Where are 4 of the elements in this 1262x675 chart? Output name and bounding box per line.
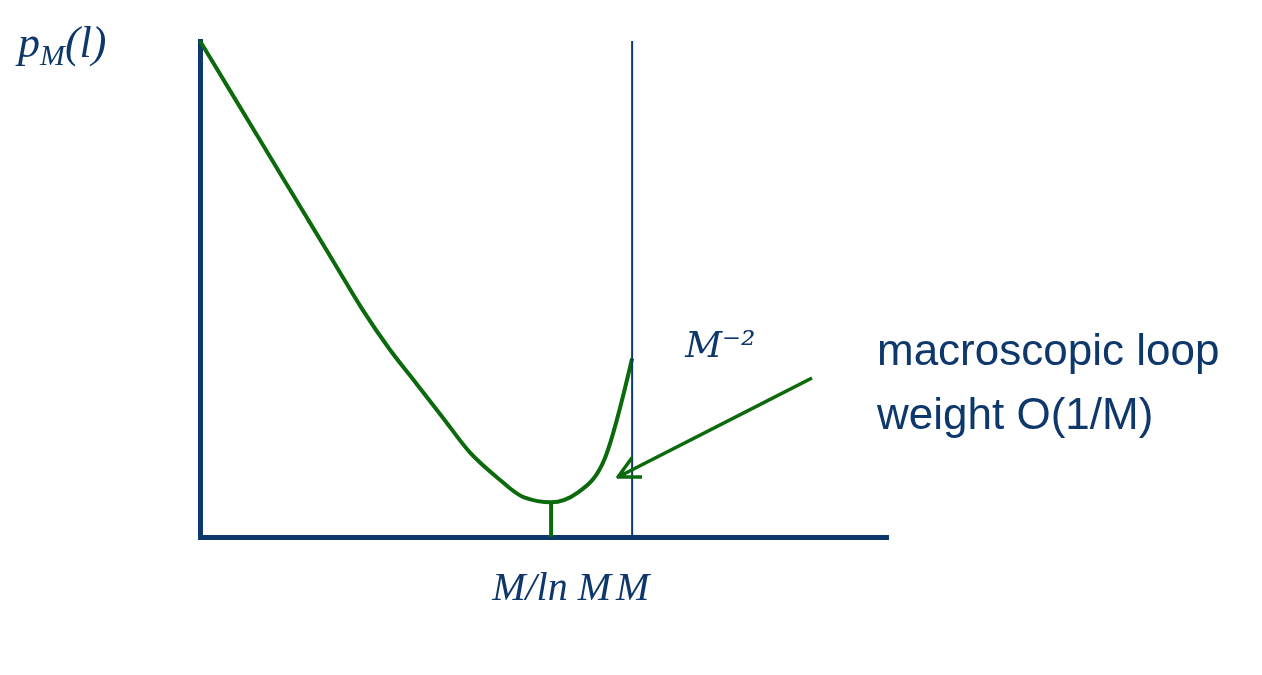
annotation: macroscopic loop weight O(1/M) [877,324,1221,440]
annotation: M⁻² [685,324,756,366]
x-tick-label: M/ln M [491,563,614,609]
x-tick-label: M [614,563,652,609]
